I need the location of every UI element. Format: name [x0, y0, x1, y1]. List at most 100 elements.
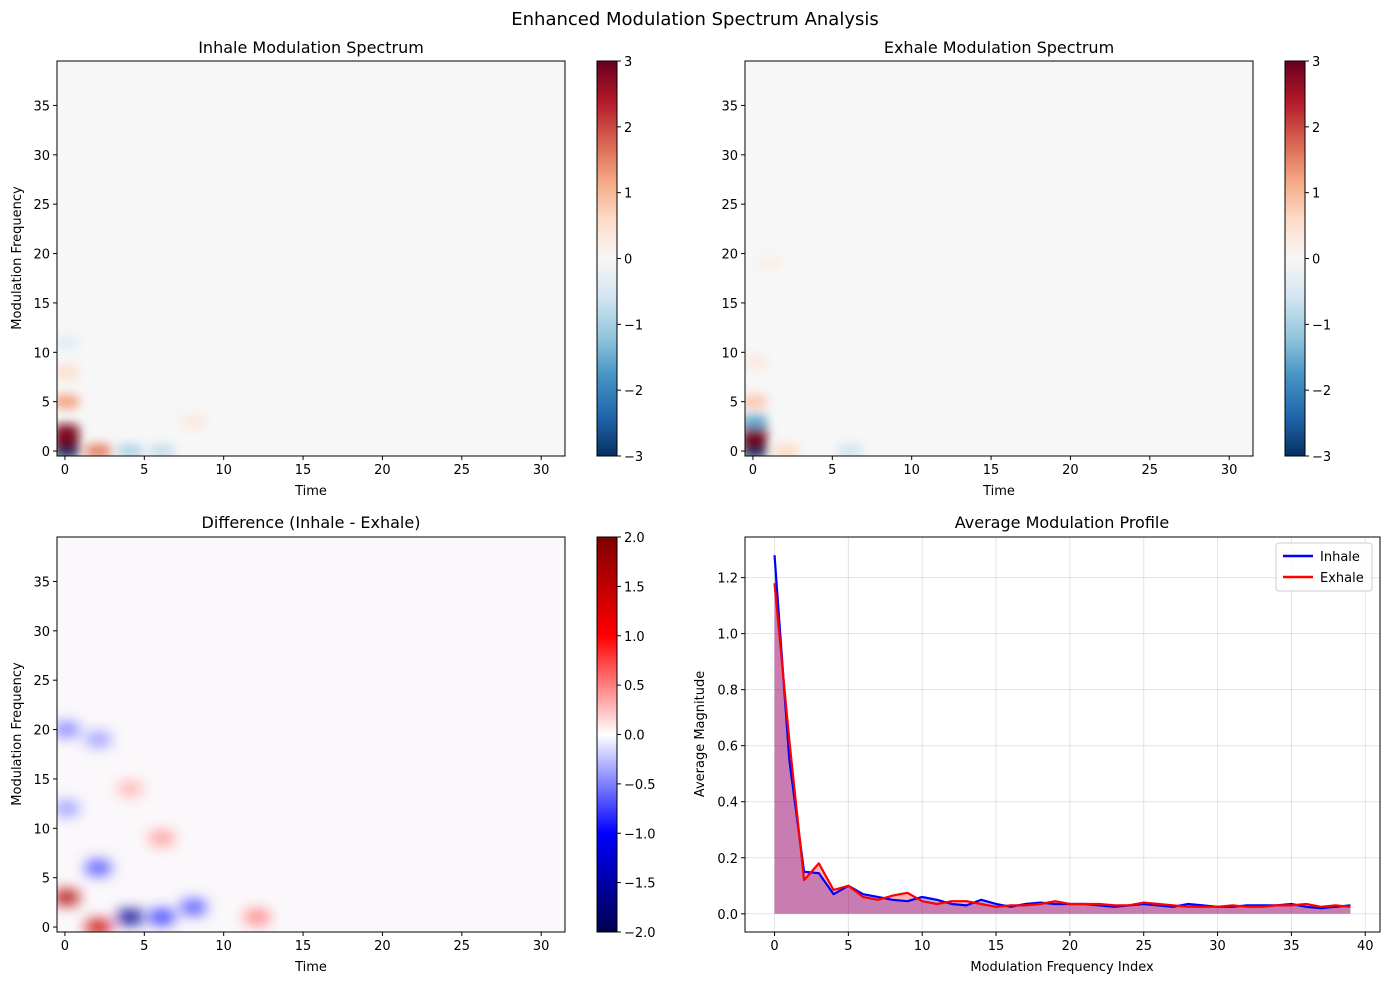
difference-colorbar-tick-label: −2.0	[624, 926, 656, 941]
profile-ytick-label: 0.0	[717, 908, 738, 923]
difference-xtick-label: 0	[61, 939, 69, 954]
inhale-xtick-label: 0	[61, 463, 69, 478]
exhale-colorbar-tick-label: −2	[1312, 384, 1331, 399]
inhale-panel: Inhale Modulation Spectrum 0 5 10 15 20 25 30 …	[10, 38, 643, 499]
profile-legend: Inhale Exhale	[1275, 542, 1373, 592]
difference-xtick-label: 30	[533, 939, 550, 954]
exhale-panel: Exhale Modulation Spectrum 0 5 10 15 20 25 30 …	[721, 38, 1331, 499]
profile-xtick-label: 35	[1283, 939, 1300, 954]
profile-ytick-label: 1.2	[717, 572, 738, 587]
profile-panel: Average Modulation Profile 0 5 10 15 20 25 30 3…	[693, 513, 1381, 975]
exhale-xtick-label: 15	[983, 463, 1000, 478]
difference-ytick-label: 35	[33, 575, 50, 590]
difference-xtick-label: 20	[374, 939, 391, 954]
inhale-ytick-label: 35	[33, 99, 50, 114]
exhale-xtick-label: 0	[749, 463, 757, 478]
inhale-colorbar-tick-label: −2	[624, 384, 643, 399]
exhale-heatmap-cell	[745, 414, 768, 429]
difference-xtick-label: 5	[140, 939, 148, 954]
inhale-xtick-label: 15	[295, 463, 312, 478]
difference-heatmap-bg	[57, 537, 565, 932]
profile-title: Average Modulation Profile	[955, 513, 1169, 532]
exhale-colorbar-tick-label: −1	[1312, 318, 1331, 333]
inhale-ytick-label: 5	[42, 396, 50, 411]
inhale-heatmap-cell	[57, 424, 80, 439]
difference-colorbar-ticks: −2.0 −1.5 −1.0 −0.5 0.0 0.5 1.0 1.5 2.0	[617, 531, 656, 941]
difference-ytick-label: 15	[33, 773, 50, 788]
inhale-colorbar	[596, 60, 618, 457]
exhale-ytick-label: 20	[721, 248, 738, 263]
difference-colorbar-tick-label: 0.0	[624, 729, 645, 744]
difference-colorbar-tick-label: 1.5	[624, 580, 645, 595]
inhale-colorbar-tick-label: 0	[624, 253, 632, 268]
exhale-colorbar	[1284, 60, 1306, 457]
difference-xlabel: Time	[294, 960, 327, 975]
profile-xtick-label: 15	[988, 939, 1005, 954]
difference-colorbar-tick-label: 1.0	[624, 630, 645, 645]
exhale-colorbar-tick-label: 1	[1312, 187, 1320, 202]
profile-xtick-label: 10	[914, 939, 931, 954]
difference-ytick-label: 10	[33, 822, 50, 837]
inhale-colorbar-tick-label: 3	[624, 55, 632, 70]
inhale-colorbar-tick-label: −1	[624, 318, 643, 333]
exhale-ytick-label: 15	[721, 297, 738, 312]
inhale-colorbar-tick-label: 1	[624, 187, 632, 202]
profile-xtick-label: 30	[1209, 939, 1226, 954]
difference-heatmap-features	[57, 722, 270, 932]
profile-ytick-label: 0.6	[717, 740, 738, 755]
inhale-heatmap-cell	[57, 335, 80, 350]
difference-y-ticks: 0 5 10 15 20 25 30 35	[33, 575, 57, 936]
profile-xtick-label: 20	[1062, 939, 1079, 954]
exhale-ytick-label: 30	[721, 149, 738, 164]
difference-colorbar-tick-label: −0.5	[624, 778, 656, 793]
difference-panel: Difference (Inhale - Exhale) 0 5 10 15 20 25 3…	[10, 513, 656, 975]
inhale-heatmap-cell	[57, 365, 80, 379]
difference-heatmap-cell	[149, 831, 175, 846]
profile-ytick-label: 0.2	[717, 852, 738, 867]
inhale-heatmap-cell	[85, 444, 111, 456]
exhale-colorbar-ticks: −3 −2 −1 0 1 2 3	[1305, 55, 1331, 465]
exhale-line	[773, 583, 1351, 908]
difference-ytick-label: 20	[33, 724, 50, 739]
difference-ytick-label: 25	[33, 674, 50, 689]
exhale-xtick-label: 5	[828, 463, 836, 478]
difference-heatmap-cell	[85, 920, 111, 932]
inhale-colorbar-ticks: −3 −2 −1 0 1 2 3	[617, 55, 643, 465]
inhale-heatmap-cell	[149, 444, 175, 456]
difference-heatmap-cell	[85, 860, 111, 875]
profile-xtick-label: 25	[1135, 939, 1152, 954]
difference-x-ticks: 0 5 10 15 20 25 30	[61, 932, 550, 954]
difference-colorbar	[596, 536, 618, 933]
inhale-xtick-label: 30	[533, 463, 550, 478]
legend-inhale-label: Inhale	[1320, 550, 1360, 565]
difference-heatmap-cell	[117, 781, 143, 796]
inhale-y-ticks: 0 5 10 15 20 25 30 35	[33, 99, 57, 460]
difference-xtick-label: 25	[454, 939, 471, 954]
exhale-y-ticks: 0 5 10 15 20 25 30 35	[721, 99, 745, 460]
exhale-title: Exhale Modulation Spectrum	[884, 38, 1114, 57]
exhale-heatmap-features	[745, 256, 863, 456]
inhale-heatmap-cell	[117, 444, 143, 456]
difference-heatmap-cell	[85, 732, 111, 747]
difference-heatmap-cell	[180, 900, 207, 915]
difference-heatmap-cell	[149, 910, 175, 925]
difference-colorbar-tick-label: −1.5	[624, 877, 656, 892]
difference-ytick-label: 0	[42, 921, 50, 936]
exhale-colorbar-tick-label: 2	[1312, 121, 1320, 136]
inhale-line	[773, 555, 1351, 910]
inhale-plot-frame	[56, 60, 566, 457]
exhale-xtick-label: 25	[1142, 463, 1159, 478]
difference-heatmap-cell	[57, 801, 80, 816]
difference-ytick-label: 5	[42, 872, 50, 887]
inhale-ytick-label: 10	[33, 346, 50, 361]
exhale-ytick-label: 25	[721, 198, 738, 213]
difference-heatmap-cell	[117, 910, 143, 925]
exhale-xtick-label: 20	[1062, 463, 1079, 478]
exhale-ytick-label: 5	[730, 396, 738, 411]
profile-xtick-label: 0	[770, 939, 778, 954]
profile-ytick-label: 0.8	[717, 684, 738, 699]
exhale-heatmap-cell	[757, 256, 784, 271]
exhale-x-ticks: 0 5 10 15 20 25 30	[749, 456, 1237, 478]
inhale-colorbar-tick-label: 2	[624, 121, 632, 136]
